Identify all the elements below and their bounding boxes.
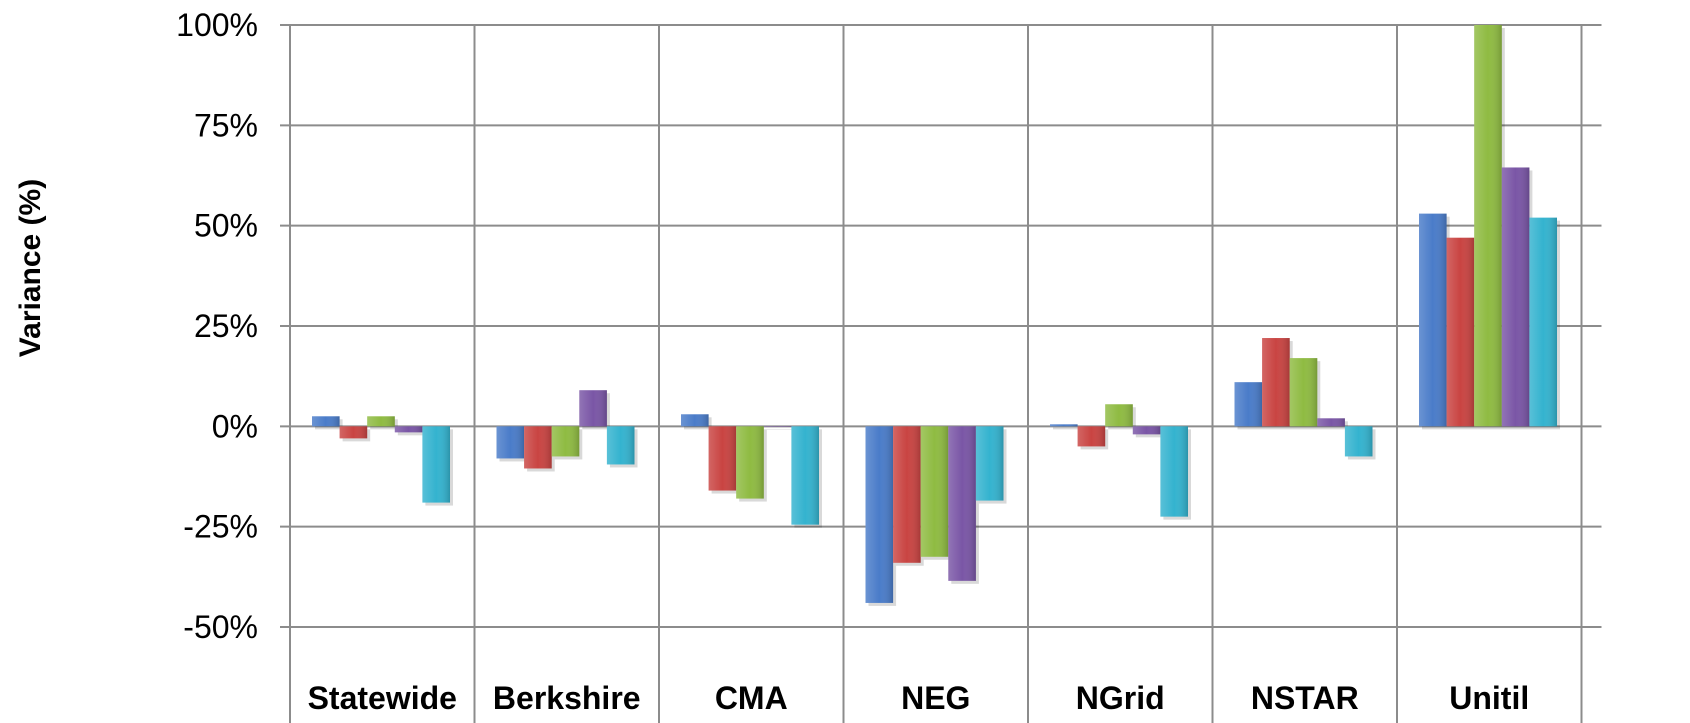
bar-shading: [1050, 424, 1078, 427]
bar-shading: [948, 426, 976, 581]
y-axis-title: Variance (%): [14, 179, 47, 357]
y-tick-labels: 100% 75% 50% 25% 0% -25% -50%: [176, 7, 258, 645]
bar-shading: [920, 426, 949, 557]
bar-shading: [893, 426, 921, 563]
bar-shading: [708, 426, 737, 491]
bar-shading: [1501, 167, 1530, 427]
category-label: NGrid: [1076, 680, 1165, 716]
bar-shading: [1132, 426, 1161, 435]
bar-shading: [763, 426, 792, 427]
bar-shading: [1289, 358, 1318, 427]
bar-shading: [422, 426, 450, 503]
bar-shadow: [766, 429, 795, 430]
category-label: CMA: [715, 680, 788, 716]
bar-shading: [524, 426, 552, 469]
category-label: Unitil: [1449, 680, 1529, 716]
bar-shading: [975, 426, 1004, 501]
y-tick-label: 25%: [194, 308, 258, 344]
y-tick-label: 75%: [194, 107, 258, 143]
bar-shading: [865, 426, 894, 603]
bar-shading: [606, 426, 635, 465]
bar-shading: [791, 426, 819, 525]
category-label: Statewide: [308, 680, 457, 716]
bar-shading: [1262, 338, 1290, 427]
y-tick-label: 100%: [176, 7, 258, 43]
bar-shading: [736, 426, 764, 499]
bar-shadow: [1053, 427, 1081, 430]
bar-shading: [551, 426, 580, 457]
bar-shading: [1105, 404, 1133, 427]
bar-shading: [1344, 426, 1373, 457]
bar-shading: [579, 390, 607, 427]
bar-shading: [1077, 426, 1106, 447]
bar-shading: [681, 414, 709, 427]
bar-shading: [367, 416, 395, 427]
bar-shading: [1529, 217, 1557, 427]
category-labels: Statewide Berkshire CMA NEG NGrid NSTAR Unitil: [308, 680, 1530, 716]
bar-shading: [1446, 237, 1475, 427]
category-label: NEG: [901, 680, 970, 716]
bar-shading: [312, 416, 340, 427]
bars: [312, 25, 1560, 606]
y-tick-label: 50%: [194, 208, 258, 244]
y-tick-label: -25%: [183, 509, 258, 545]
bar-shading: [1234, 382, 1263, 427]
y-tick-label: 0%: [212, 408, 258, 444]
bar-shading: [339, 426, 368, 439]
bar-shading: [1160, 426, 1188, 517]
bar-shading: [1474, 25, 1502, 427]
gridlines: [280, 24, 1602, 723]
bar-shading: [394, 426, 423, 433]
bar-shading: [1419, 213, 1447, 427]
y-tick-label: -50%: [183, 609, 258, 645]
bar-shading: [496, 426, 525, 459]
bar-shading: [1317, 418, 1345, 427]
category-label: NSTAR: [1251, 680, 1359, 716]
category-label: Berkshire: [493, 680, 641, 716]
